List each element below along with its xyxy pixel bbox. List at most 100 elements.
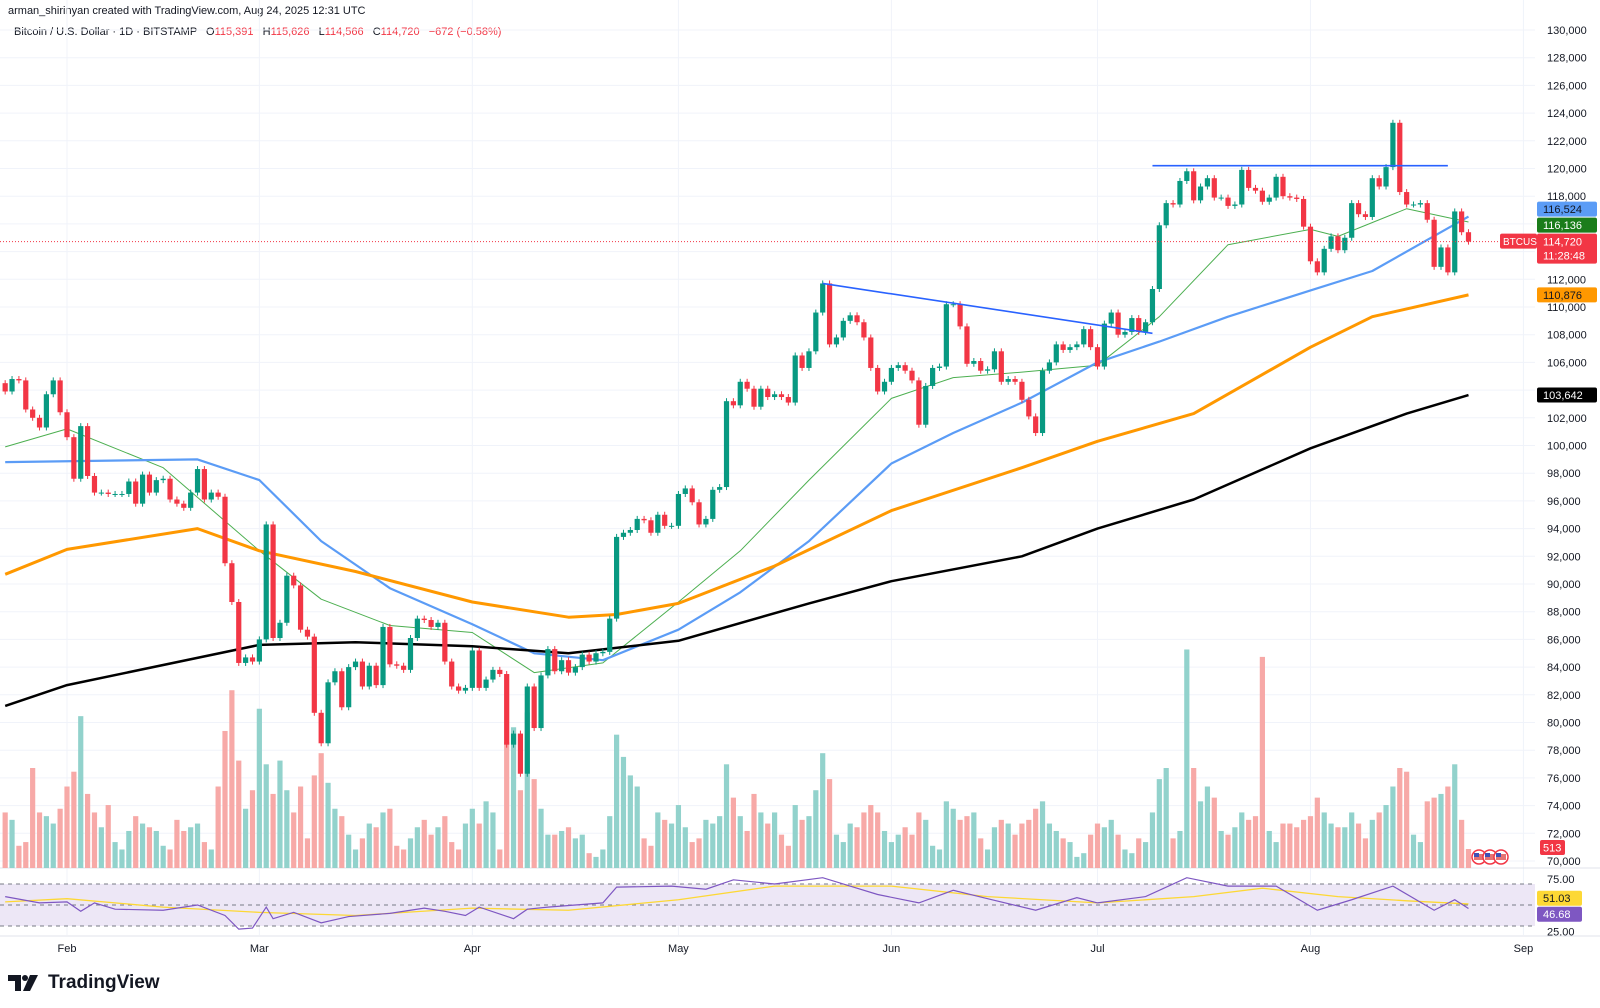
- candle: [181, 503, 187, 508]
- candle: [57, 380, 63, 413]
- candle: [490, 669, 496, 680]
- candle: [256, 639, 262, 662]
- volume-bar: [236, 760, 242, 868]
- candle: [854, 315, 860, 323]
- symbol-description[interactable]: Bitcoin / U.S. Dollar · 1D · BITSTAMP: [14, 26, 197, 38]
- candle: [1122, 331, 1128, 335]
- volume-bar: [984, 849, 991, 868]
- candle: [1170, 203, 1176, 205]
- volume-bar: [620, 756, 627, 868]
- candle: [1184, 171, 1190, 181]
- volume-bar: [1404, 771, 1410, 868]
- candle: [765, 388, 771, 398]
- candle: [435, 622, 441, 627]
- volume-bar: [703, 819, 709, 868]
- candle: [304, 629, 311, 637]
- candle: [1026, 399, 1032, 417]
- candle: [36, 417, 43, 428]
- price-tick-label: 126,000: [1547, 80, 1587, 92]
- volume-bar: [469, 808, 475, 868]
- volume-bar: [181, 830, 187, 868]
- candle: [991, 351, 998, 370]
- candle: [902, 365, 908, 371]
- volume-bar: [380, 812, 386, 868]
- volume-bar: [352, 849, 359, 868]
- candle: [572, 667, 578, 673]
- candle: [1335, 236, 1341, 251]
- ma-value-badge: 116,136: [1537, 217, 1597, 233]
- volume-bar: [1342, 827, 1348, 868]
- candle: [1019, 381, 1025, 400]
- candle: [194, 469, 201, 493]
- rsi-pane: [0, 877, 1535, 930]
- candle: [442, 622, 448, 662]
- volume-bar: [772, 812, 778, 868]
- volume-bar: [414, 827, 420, 868]
- tradingview-logo-text: TradingView: [48, 972, 160, 993]
- volume-bar: [1383, 805, 1389, 868]
- candle: [627, 529, 633, 533]
- volume-bar: [387, 808, 393, 868]
- volume-bar: [545, 834, 551, 868]
- candle: [1088, 329, 1094, 348]
- rsi-value-badge: 46.68: [1537, 906, 1582, 922]
- volume-bar: [930, 845, 936, 868]
- volume-bar: [579, 834, 585, 868]
- volume-bar: [600, 849, 606, 868]
- volume-bar: [483, 801, 489, 868]
- volume-bar: [607, 816, 613, 868]
- candle: [861, 322, 867, 338]
- volume-bar: [744, 830, 750, 868]
- candle: [325, 682, 331, 744]
- ma-value-badge: 110,876: [1537, 287, 1597, 303]
- price-tick-label: 76,000: [1547, 773, 1581, 785]
- volume-bar: [297, 786, 304, 868]
- candle: [1074, 344, 1080, 348]
- open-value: 115,391: [214, 26, 254, 38]
- candle: [146, 474, 153, 493]
- candle: [943, 304, 949, 367]
- trendline: [822, 282, 1153, 335]
- candle: [614, 536, 620, 619]
- volume-bar: [449, 842, 455, 868]
- volume-bar: [717, 816, 723, 868]
- candle: [421, 618, 427, 621]
- candle: [153, 480, 159, 493]
- tradingview-logo[interactable]: TradingView: [8, 972, 160, 994]
- candle: [284, 575, 290, 623]
- candle: [1383, 167, 1389, 187]
- candle: [346, 667, 352, 708]
- candle: [1280, 176, 1286, 197]
- candle: [888, 367, 894, 382]
- candle: [744, 381, 750, 389]
- candle: [1259, 190, 1265, 202]
- time-tick-label: Mar: [250, 943, 269, 955]
- volume-bar: [971, 812, 977, 868]
- time-tick-label: Sep: [1514, 943, 1534, 955]
- volume-bar: [978, 838, 984, 868]
- volume-bar: [1465, 849, 1472, 868]
- volume-bar: [1081, 853, 1087, 868]
- volume-bar: [1301, 819, 1307, 868]
- time-tick-label: Aug: [1301, 943, 1321, 955]
- volume-bar: [346, 834, 352, 868]
- volume-bar: [1060, 838, 1066, 868]
- candle: [407, 638, 414, 670]
- candle: [133, 481, 139, 504]
- volume-bar: [373, 827, 379, 868]
- candle: [634, 518, 640, 530]
- volume-bar: [119, 849, 125, 868]
- candle: [772, 394, 778, 398]
- candle: [1362, 214, 1369, 217]
- candle: [930, 367, 936, 386]
- candle: [717, 487, 723, 490]
- candle: [1101, 323, 1107, 367]
- volume-bar: [737, 816, 743, 868]
- time-tick-label: Apr: [464, 943, 481, 955]
- volume-bar: [1314, 797, 1320, 868]
- candle: [1410, 204, 1417, 206]
- time-tick-label: May: [668, 943, 689, 955]
- candle: [689, 488, 695, 503]
- volume-bar: [339, 816, 345, 868]
